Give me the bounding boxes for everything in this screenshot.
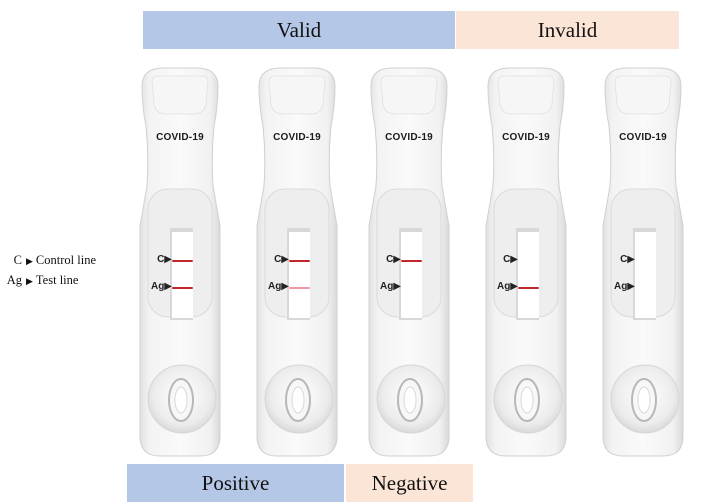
cassette-brand-label: COVID-19: [156, 132, 204, 143]
test-marker: Ag▶: [496, 281, 518, 292]
test-marker: Ag▶: [613, 281, 635, 292]
control-line: [289, 260, 310, 262]
valid-header: Valid: [143, 11, 455, 49]
control-marker: C▶: [274, 254, 289, 265]
negative-footer: Negative: [346, 464, 473, 502]
legend-test-line: Ag ▶ Test line: [6, 273, 79, 288]
test-line: [172, 287, 193, 289]
cassette-body: [139, 67, 221, 457]
test-cassette: COVID-19 C▶ Ag▶: [134, 66, 226, 458]
test-line: [289, 287, 310, 289]
control-marker: C▶: [620, 254, 635, 265]
cassette-body: [368, 67, 450, 457]
invalid-header: Invalid: [456, 11, 679, 49]
legend-control-abbr: C: [13, 253, 22, 267]
cassette-brand-label: COVID-19: [385, 132, 433, 143]
cassette-body: [602, 67, 684, 457]
cassette-brand-label: COVID-19: [619, 132, 667, 143]
cassette-body: [485, 67, 567, 457]
legend-test-abbr: Ag: [6, 273, 22, 287]
test-marker: Ag▶: [379, 281, 401, 292]
test-marker: Ag▶: [267, 281, 289, 292]
cassette-brand-label: COVID-19: [273, 132, 321, 143]
control-line: [172, 260, 193, 262]
test-cassette: COVID-19 C▶ Ag▶: [363, 66, 455, 458]
cassette-brand-label: COVID-19: [502, 132, 550, 143]
legend-test-label: Test line: [35, 273, 79, 287]
control-marker: C▶: [503, 254, 518, 265]
legend-control-label: Control line: [35, 253, 96, 267]
test-cassette: COVID-19 C▶ Ag▶: [480, 66, 572, 458]
legend-control-line: C ▶ Control line: [6, 253, 96, 268]
control-line: [401, 260, 422, 262]
test-line: [518, 287, 539, 289]
control-marker: C▶: [157, 254, 172, 265]
test-cassette: COVID-19 C▶ Ag▶: [251, 66, 343, 458]
positive-footer: Positive: [127, 464, 344, 502]
control-marker: C▶: [386, 254, 401, 265]
cassette-body: [256, 67, 338, 457]
legend-arrow-icon: ▶: [26, 276, 33, 286]
test-cassette: COVID-19 C▶ Ag▶: [597, 66, 689, 458]
legend-arrow-icon: ▶: [26, 256, 33, 266]
test-marker: Ag▶: [150, 281, 172, 292]
